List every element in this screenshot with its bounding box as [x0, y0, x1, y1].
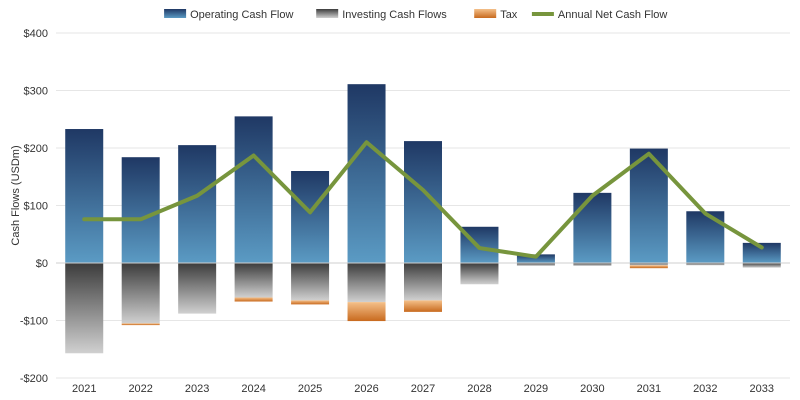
legend-label: Operating Cash Flow [190, 9, 293, 21]
bar-investing-cash-flows [291, 263, 330, 301]
bar-tax [404, 300, 442, 312]
y-tick-label: $200 [24, 143, 48, 155]
legend-swatch [474, 9, 497, 18]
bar-operating-cash-flow [742, 242, 781, 263]
x-tick-label: 2025 [298, 383, 322, 395]
bar-operating-cash-flow [686, 211, 725, 263]
x-tick-label: 2022 [128, 383, 152, 395]
bar-investing-cash-flows [404, 263, 442, 301]
legend-label: Annual Net Cash Flow [558, 9, 667, 21]
y-tick-label: $300 [24, 86, 48, 98]
y-tick-label: -$200 [20, 373, 48, 385]
bar-tax [629, 265, 668, 269]
legend-label: Tax [500, 9, 518, 21]
bar-investing-cash-flows [460, 263, 499, 285]
line-annual-net-cash-flow [82, 140, 764, 259]
y-axis-ticks: $400 $300 $200 $100 $0 -$100 -$200 [20, 28, 48, 385]
bar-operating-cash-flow [65, 129, 104, 263]
y-tick-label: $0 [36, 258, 48, 270]
bar-investing-cash-flows [516, 263, 555, 266]
bar-operating-cash-flow [234, 116, 273, 263]
bar-investing-cash-flows [178, 263, 217, 314]
y-tick-label: -$100 [20, 316, 48, 328]
bars [65, 84, 781, 354]
bar-operating-cash-flow [178, 145, 217, 263]
x-tick-label: 2032 [693, 383, 717, 395]
bar-tax [234, 297, 273, 302]
x-tick-label: 2033 [750, 383, 774, 395]
bar-tax [347, 302, 386, 322]
x-tick-label: 2029 [524, 383, 548, 395]
legend-swatch [316, 9, 339, 18]
x-tick-label: 2026 [354, 383, 378, 395]
bar-tax [291, 300, 330, 305]
bar-investing-cash-flows [347, 263, 386, 303]
bar-investing-cash-flows [686, 263, 725, 266]
x-tick-label: 2031 [637, 383, 661, 395]
y-axis-title: Cash Flows (USDm) [10, 145, 22, 245]
legend-label: Investing Cash Flows [342, 9, 447, 21]
bar-operating-cash-flow [347, 84, 386, 263]
bar-investing-cash-flows [573, 263, 612, 266]
bar-investing-cash-flows [234, 263, 273, 298]
bar-investing-cash-flows [629, 263, 668, 266]
y-tick-label: $400 [24, 28, 48, 40]
x-axis-ticks: 2021 2022 2023 2024 2025 2026 2027 2028 2029 2030… [72, 383, 774, 395]
bar-investing-cash-flows [65, 263, 104, 354]
x-tick-label: 2021 [72, 383, 96, 395]
bar-operating-cash-flow [516, 254, 555, 263]
legend-swatch [164, 9, 187, 18]
net-cash-flow-line-group [82, 140, 764, 259]
bar-operating-cash-flow [121, 157, 160, 263]
legend: Operating Cash Flow Investing Cash Flows T… [164, 9, 667, 21]
x-tick-label: 2027 [411, 383, 435, 395]
bar-investing-cash-flows [121, 263, 160, 324]
bar-operating-cash-flow [291, 171, 330, 263]
bar-tax [121, 323, 160, 326]
y-tick-label: $100 [24, 201, 48, 213]
x-tick-label: 2024 [241, 383, 265, 395]
bar-investing-cash-flows [742, 263, 781, 268]
bar-operating-cash-flow [573, 192, 612, 263]
x-tick-label: 2023 [185, 383, 209, 395]
x-tick-label: 2028 [467, 383, 491, 395]
x-tick-label: 2030 [580, 383, 604, 395]
